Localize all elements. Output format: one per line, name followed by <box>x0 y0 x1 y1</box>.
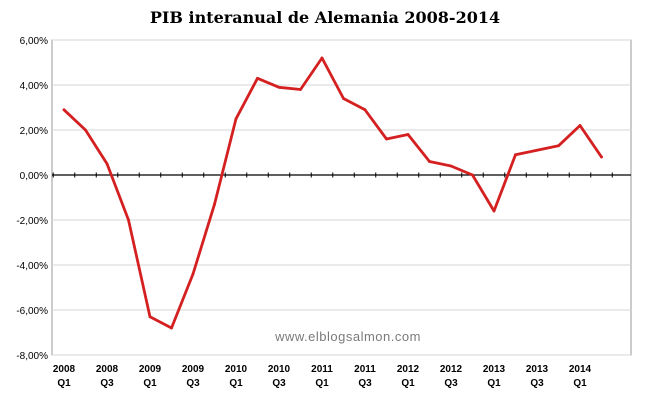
y-tick-label: 0,00% <box>20 171 48 182</box>
data-point <box>363 108 367 112</box>
data-point <box>256 76 259 80</box>
x-tick-year: 2011 <box>311 364 333 375</box>
x-tick-quarter: Q3 <box>186 378 200 389</box>
x-tick-quarter: Q3 <box>530 378 544 389</box>
x-tick-year: 2010 <box>268 364 291 375</box>
plot-background <box>51 39 632 356</box>
data-point <box>127 218 130 222</box>
y-tick-label: -2,00% <box>16 216 48 227</box>
y-tick-label: -6,00% <box>16 306 48 317</box>
x-tick-quarter: Q1 <box>487 378 501 389</box>
series-group <box>62 56 603 330</box>
data-point <box>277 85 281 89</box>
data-point <box>428 160 431 163</box>
data-point <box>492 209 496 213</box>
x-tick-year: 2010 <box>225 364 248 375</box>
y-axis: 6,00% 4,00% 2,00% 0,00% -2,00% -4,00% -6,00% -8… <box>16 36 48 362</box>
x-tick-quarter: Q3 <box>100 378 114 389</box>
data-point <box>62 108 66 112</box>
watermark: www.elblogsalmon.com <box>274 329 421 344</box>
x-tick-year: 2009 <box>182 364 205 375</box>
x-axis: 2008 Q1 2008 Q3 2009 Q1 2009 Q3 2010 Q1 2010 Q3 2011… <box>53 364 592 389</box>
x-tick-quarter: Q3 <box>444 378 458 389</box>
data-point <box>471 173 474 177</box>
data-point <box>535 148 539 152</box>
x-tick-quarter: Q3 <box>358 378 372 389</box>
x-tick-year: 2012 <box>397 364 420 375</box>
data-point <box>105 162 109 166</box>
x-tick-quarter: Q1 <box>57 378 71 389</box>
data-point <box>449 164 453 168</box>
zero-line-group <box>52 172 631 178</box>
x-tick-year: 2008 <box>96 364 119 375</box>
data-point <box>342 97 345 100</box>
x-tick-quarter: Q1 <box>315 378 329 389</box>
data-point <box>320 56 324 60</box>
x-tick-year: 2013 <box>526 364 549 375</box>
x-tick-year: 2012 <box>440 364 463 375</box>
data-point <box>191 272 195 276</box>
x-tick-year: 2011 <box>354 364 376 375</box>
x-tick-quarter: Q1 <box>143 378 157 389</box>
data-point <box>557 144 560 148</box>
x-tick-year: 2009 <box>139 364 162 375</box>
data-point <box>213 202 216 206</box>
data-point <box>148 315 152 319</box>
data-point <box>514 153 517 157</box>
data-point <box>170 326 173 330</box>
data-point <box>385 137 388 141</box>
x-tick-year: 2008 <box>53 364 76 375</box>
data-point <box>299 88 302 91</box>
x-tick-year: 2013 <box>483 364 506 375</box>
x-tick-year: 2014 <box>569 364 592 375</box>
data-point <box>578 124 582 127</box>
chart-title: PIB interanual de Alemania 2008-2014 <box>150 8 500 27</box>
data-point <box>84 128 87 132</box>
x-tick-quarter: Q3 <box>272 378 286 389</box>
series-line <box>62 56 603 330</box>
y-tick-label: -8,00% <box>16 351 48 362</box>
plot-area <box>51 39 632 356</box>
y-tick-label: -4,00% <box>16 261 48 272</box>
data-point <box>234 117 238 121</box>
y-tick-label: 6,00% <box>20 36 48 47</box>
y-tick-label: 4,00% <box>20 81 48 92</box>
x-tick-quarter: Q1 <box>401 378 415 389</box>
x-tick-quarter: Q1 <box>229 378 243 389</box>
y-tick-label: 2,00% <box>20 126 48 137</box>
x-tick-quarter: Q1 <box>573 378 587 389</box>
data-point <box>406 133 410 136</box>
data-point <box>600 155 603 159</box>
